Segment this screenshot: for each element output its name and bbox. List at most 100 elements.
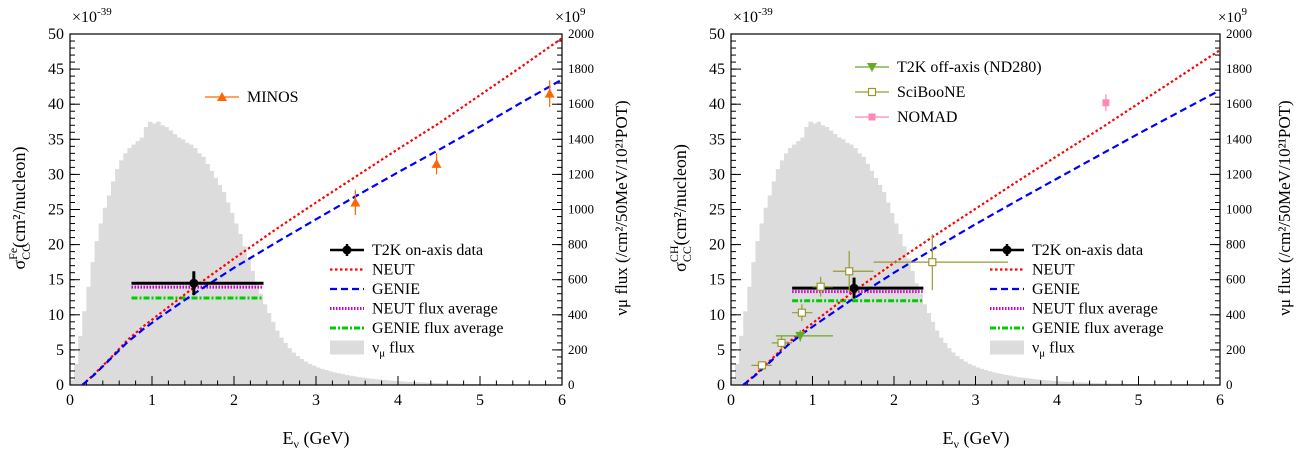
flux-bin: [86, 286, 91, 385]
legend-marker: [217, 92, 227, 101]
flux-bin: [160, 125, 165, 385]
y2-tick-label: 0: [568, 377, 575, 392]
x-tick-label: 1: [148, 392, 156, 409]
flux-bin: [1085, 382, 1090, 385]
flux-bin: [1101, 383, 1107, 385]
flux-bin: [926, 313, 932, 385]
flux-bin: [414, 382, 419, 385]
flux-bin: [172, 134, 177, 385]
y2-tick-label: 1200: [568, 166, 594, 181]
y2-tick-label: 2000: [1226, 26, 1252, 41]
flux-bin: [139, 137, 145, 385]
flux-bin: [1069, 382, 1074, 385]
legend-box: [990, 340, 1024, 355]
flux-bin: [328, 371, 333, 385]
flux-bin: [307, 363, 313, 385]
flux-bin: [311, 365, 317, 385]
flux-bin: [369, 378, 374, 385]
y-tick-label: 40: [48, 96, 64, 113]
flux-bin: [447, 383, 452, 385]
flux-bin: [98, 223, 104, 385]
y2-tick-label: 200: [1226, 342, 1246, 357]
flux-bin: [352, 376, 358, 385]
flux-histogram: [731, 121, 1221, 385]
flux-bin: [828, 130, 834, 385]
flux-bin: [365, 378, 370, 385]
flux-bin: [361, 377, 366, 385]
flux-bin: [739, 335, 744, 385]
y2-multiplier: ×109: [555, 6, 586, 26]
flux-bin: [238, 234, 243, 385]
y2-tick-label: 1800: [1226, 61, 1252, 76]
flux-bin: [812, 123, 817, 385]
flux-bin: [788, 148, 793, 385]
flux-bin: [279, 337, 284, 385]
legend-marker: [867, 87, 877, 97]
flux-bin: [783, 153, 789, 385]
y-multiplier: ×10-39: [72, 6, 112, 26]
flux-bin: [800, 137, 805, 385]
legend-marker: [867, 63, 877, 72]
legend-label: νμ flux: [372, 340, 415, 360]
flux-bin: [743, 311, 748, 385]
flux-bin: [836, 137, 842, 385]
y-tick-label: 15: [709, 272, 725, 289]
flux-bin: [275, 330, 280, 385]
flux-bin: [841, 139, 846, 385]
legend-label: NEUT flux average: [1032, 301, 1158, 318]
flux-bin: [1048, 380, 1054, 385]
flux-bin: [918, 293, 923, 385]
flux-bin: [242, 246, 247, 385]
y-tick-label: 35: [709, 131, 725, 148]
x-tick-label: 3: [972, 392, 980, 409]
flux-bin: [320, 368, 325, 385]
flux-bin: [221, 191, 227, 385]
legend-box: [330, 340, 364, 355]
flux-bin: [771, 181, 777, 385]
flux-bin: [1097, 383, 1103, 385]
y2-multiplier: ×109: [1218, 6, 1247, 26]
flux-bin: [889, 213, 895, 385]
flux-bin: [792, 144, 797, 385]
flux-bin: [934, 330, 940, 385]
y-tick-label: 25: [48, 202, 64, 219]
legend-label: MINOS: [247, 89, 299, 106]
legend-symbol: [990, 244, 1024, 256]
plot-area: 0 1 2 3 4 5 6051015202530354045500200400600800…: [709, 26, 1252, 409]
y2-axis-title: νμ flux (/cm²/50MeV/10²¹POT): [612, 100, 631, 315]
flux-bin: [1065, 381, 1070, 385]
y-tick-label: 20: [709, 237, 725, 254]
flux-bin: [254, 283, 259, 385]
sciboone-series: [751, 234, 1009, 370]
flux-bin: [951, 352, 956, 385]
flux-bin: [979, 368, 985, 385]
flux-bin: [832, 134, 838, 385]
flux-bin: [845, 142, 850, 385]
flux-bin: [1122, 383, 1127, 385]
y2-tick-label: 1000: [568, 202, 594, 217]
data-point: [350, 197, 361, 207]
flux-bin: [270, 321, 276, 385]
flux-bin: [283, 342, 288, 385]
y-tick-label: 50: [48, 26, 64, 43]
flux-bin: [463, 383, 469, 385]
flux-bin: [1089, 382, 1095, 385]
flux-bin: [143, 127, 149, 385]
flux-bin: [299, 359, 305, 385]
genie-curve: [81, 78, 563, 386]
flux-bin: [348, 375, 354, 385]
flux-bin: [197, 153, 202, 385]
data-point: [797, 308, 807, 317]
y2-tick-label: 1400: [568, 131, 594, 146]
flux-bin: [938, 337, 944, 385]
legend-label: T2K on-axis data: [372, 242, 483, 259]
y-tick-label: 30: [709, 166, 725, 183]
panel-ch: ×10-39 ×109 0 1 2 3 4 5 6051015202530354045500…: [667, 6, 1294, 451]
flux-bin: [869, 170, 875, 385]
legend-symbol: [330, 340, 364, 355]
data-point: [845, 267, 854, 276]
data-point: [795, 331, 806, 341]
data-point: [928, 258, 937, 267]
flux-bin: [451, 383, 456, 385]
